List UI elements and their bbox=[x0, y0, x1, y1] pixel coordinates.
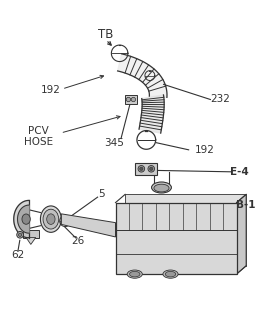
Text: TB: TB bbox=[98, 28, 114, 41]
Text: 192: 192 bbox=[41, 85, 61, 95]
FancyBboxPatch shape bbox=[125, 94, 137, 104]
Text: E-4: E-4 bbox=[230, 167, 249, 177]
Text: 5: 5 bbox=[98, 189, 105, 199]
Polygon shape bbox=[26, 237, 36, 244]
Circle shape bbox=[131, 97, 136, 102]
Ellipse shape bbox=[40, 206, 61, 232]
Polygon shape bbox=[61, 214, 116, 237]
Ellipse shape bbox=[163, 270, 178, 278]
Polygon shape bbox=[14, 200, 29, 238]
Polygon shape bbox=[236, 194, 246, 274]
Circle shape bbox=[138, 165, 145, 172]
Circle shape bbox=[140, 167, 143, 171]
Polygon shape bbox=[118, 54, 167, 97]
Ellipse shape bbox=[43, 209, 59, 229]
Polygon shape bbox=[23, 230, 38, 237]
Circle shape bbox=[126, 97, 131, 102]
Text: B-1: B-1 bbox=[236, 200, 256, 210]
Circle shape bbox=[17, 231, 23, 238]
Polygon shape bbox=[125, 194, 246, 266]
FancyBboxPatch shape bbox=[116, 203, 236, 274]
Ellipse shape bbox=[130, 271, 140, 277]
Text: 232: 232 bbox=[210, 94, 230, 105]
Circle shape bbox=[148, 165, 155, 172]
Circle shape bbox=[150, 167, 153, 171]
FancyBboxPatch shape bbox=[135, 163, 157, 175]
Ellipse shape bbox=[127, 270, 142, 278]
Ellipse shape bbox=[165, 271, 176, 277]
Ellipse shape bbox=[47, 214, 55, 224]
Ellipse shape bbox=[22, 214, 30, 224]
Ellipse shape bbox=[154, 184, 169, 192]
Circle shape bbox=[18, 233, 22, 236]
Text: 62: 62 bbox=[11, 250, 24, 260]
Text: 192: 192 bbox=[195, 145, 215, 156]
Text: PCV
HOSE: PCV HOSE bbox=[24, 126, 53, 148]
Polygon shape bbox=[139, 95, 164, 133]
Text: 26: 26 bbox=[72, 236, 85, 246]
Text: 345: 345 bbox=[104, 138, 124, 148]
Polygon shape bbox=[18, 205, 29, 233]
Ellipse shape bbox=[152, 182, 171, 193]
